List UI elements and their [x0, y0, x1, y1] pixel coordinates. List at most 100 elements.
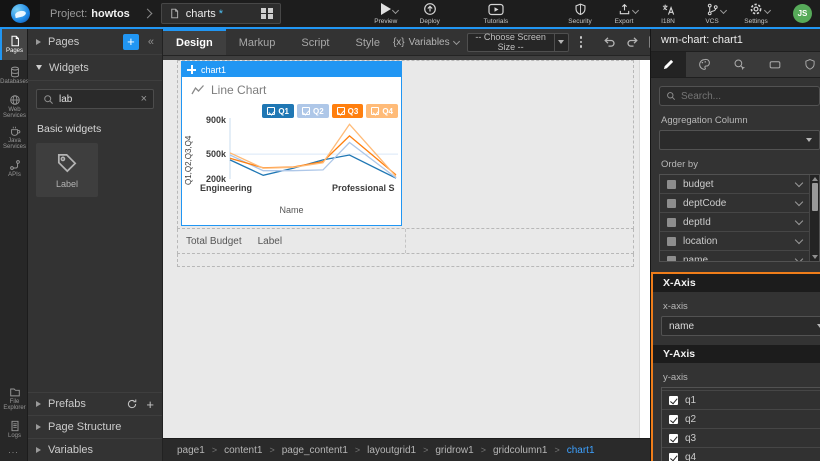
rail-item-databases[interactable]: Databases: [0, 60, 29, 91]
checkbox-unchecked[interactable]: [667, 236, 676, 246]
deploy-button[interactable]: Deploy: [413, 3, 447, 25]
rail-item-pages[interactable]: Pages: [0, 29, 27, 60]
export-button[interactable]: Export: [607, 3, 641, 25]
tab-events[interactable]: [722, 52, 757, 77]
y-axis-item-q1[interactable]: q1: [662, 391, 820, 410]
chart1-widget-header[interactable]: chart1: [182, 62, 401, 77]
tab-security[interactable]: [793, 52, 820, 77]
x-axis-section-header[interactable]: X-Axis: [653, 274, 820, 292]
checkbox-unchecked[interactable]: [667, 198, 676, 208]
refresh-icon[interactable]: [126, 398, 138, 410]
grid-row-2[interactable]: Total Budget Label: [177, 229, 634, 254]
order-by-list[interactable]: budget deptCode deptId location name: [659, 174, 820, 262]
prefabs-section-header[interactable]: Prefabs +: [28, 392, 162, 415]
y-axis-item-q4[interactable]: q4: [662, 448, 820, 461]
rail-item-apis[interactable]: APIs: [0, 153, 27, 184]
i18n-button[interactable]: I18N: [651, 3, 685, 25]
order-by-item-location[interactable]: location: [660, 232, 809, 251]
label-widget[interactable]: Label: [257, 235, 283, 247]
y-axis-item-q2[interactable]: q2: [662, 410, 820, 429]
aggregation-column-select[interactable]: [659, 130, 820, 150]
crumb-gridcolumn1[interactable]: gridcolumn1: [492, 444, 548, 456]
crumb-chart1[interactable]: chart1: [566, 444, 595, 456]
legend-q2[interactable]: Q2: [296, 104, 329, 118]
checkbox-checked[interactable]: [669, 452, 678, 461]
security-button[interactable]: Security: [563, 3, 597, 25]
total-budget-label[interactable]: Total Budget: [186, 235, 242, 247]
grid-cell-empty[interactable]: [406, 229, 634, 253]
chevron-down-icon: [391, 6, 399, 14]
user-avatar[interactable]: JS: [793, 4, 812, 23]
property-search[interactable]: [659, 86, 820, 106]
clear-search-icon[interactable]: ×: [140, 93, 147, 105]
checkbox-unchecked[interactable]: [667, 217, 676, 227]
rail-item-logs[interactable]: Logs: [0, 414, 27, 445]
order-by-item-deptid[interactable]: deptId: [660, 213, 809, 232]
widget-search[interactable]: ×: [36, 89, 154, 109]
scroll-thumb[interactable]: [811, 183, 818, 211]
legend-q4[interactable]: Q4: [366, 104, 398, 118]
order-by-item-budget[interactable]: budget: [660, 175, 809, 194]
vcs-button[interactable]: VCS: [695, 3, 729, 25]
order-by-item-name[interactable]: name: [660, 251, 809, 261]
crumb-layoutgrid1[interactable]: layoutgrid1: [367, 444, 417, 456]
chart1-widget[interactable]: chart1 Line Chart Q1 Q2 Q3 Q4: [181, 61, 402, 226]
grid-cell-labels[interactable]: Total Budget Label: [178, 229, 406, 253]
tutorials-button[interactable]: Tutorials: [479, 3, 513, 25]
grid-row-3[interactable]: [177, 254, 634, 267]
page-structure-section-header[interactable]: Page Structure: [28, 415, 162, 438]
add-page-button[interactable]: +: [122, 33, 139, 50]
tab-script[interactable]: Script: [301, 37, 330, 49]
page-tab-charts[interactable]: charts *: [160, 3, 281, 24]
crumb-page1[interactable]: page1: [177, 444, 205, 456]
y-axis-item-q3[interactable]: q3: [662, 429, 820, 448]
scroll-up-icon[interactable]: [812, 177, 818, 181]
tab-design[interactable]: Design: [163, 29, 226, 55]
settings-button[interactable]: Settings: [739, 3, 773, 25]
rail-item-java-services[interactable]: Java Services: [0, 122, 27, 153]
tab-style[interactable]: Style: [355, 37, 380, 49]
variables-section-header[interactable]: Variables: [28, 438, 162, 461]
checkbox-unchecked[interactable]: [667, 179, 676, 189]
more-options-menu[interactable]: [577, 36, 586, 48]
layout-grid[interactable]: chart1 Line Chart Q1 Q2 Q3 Q4: [177, 60, 634, 267]
wavemaker-logo[interactable]: [0, 0, 40, 27]
crumb-content1[interactable]: content1: [224, 444, 263, 456]
add-prefab-button[interactable]: +: [146, 396, 154, 412]
checkbox-checked[interactable]: [669, 414, 678, 424]
collapse-panel-button[interactable]: «: [147, 35, 154, 48]
crumb-page-content1[interactable]: page_content1: [281, 444, 348, 456]
undo-button[interactable]: [602, 35, 617, 49]
label-widget-tile[interactable]: Label: [36, 143, 98, 197]
legend-q1[interactable]: Q1: [262, 104, 294, 118]
more-menu[interactable]: ...: [8, 445, 19, 455]
order-by-item-deptcode[interactable]: deptCode: [660, 194, 809, 213]
preview-button[interactable]: Preview: [369, 3, 403, 25]
pages-section-header[interactable]: Pages + «: [28, 29, 162, 55]
checkbox-checked[interactable]: [669, 433, 678, 443]
rail-item-web-services[interactable]: Web Services: [0, 91, 27, 122]
tab-styles[interactable]: [686, 52, 721, 77]
widget-search-input[interactable]: [59, 93, 136, 105]
widgets-section-header[interactable]: Widgets: [28, 55, 162, 81]
legend-q3[interactable]: Q3: [331, 104, 364, 118]
property-search-input[interactable]: [681, 90, 813, 102]
rail-item-file-explorer[interactable]: File Explorer: [0, 383, 27, 414]
tab-properties[interactable]: [651, 52, 687, 77]
scroll-down-icon[interactable]: [812, 255, 818, 259]
list-scrollbar[interactable]: [809, 175, 819, 261]
design-canvas[interactable]: chart1 Line Chart Q1 Q2 Q3 Q4: [163, 56, 650, 438]
redo-button[interactable]: [625, 35, 640, 49]
checkbox-unchecked[interactable]: [667, 255, 676, 261]
y-axis-list[interactable]: q1 q2 q3 q4: [661, 387, 820, 461]
checkbox-checked[interactable]: [669, 395, 678, 405]
screen-size-select[interactable]: -- Choose Screen Size --: [466, 32, 569, 52]
variables-menu[interactable]: {x} Variables: [393, 37, 460, 48]
grid-cell-chart[interactable]: chart1 Line Chart Q1 Q2 Q3 Q4: [177, 60, 634, 229]
y-axis-section-header[interactable]: Y-Axis: [653, 345, 820, 363]
tab-device[interactable]: [757, 52, 792, 77]
tab-markup[interactable]: Markup: [238, 37, 276, 49]
x-axis-select[interactable]: name: [661, 316, 820, 336]
grid-view-icon[interactable]: [261, 7, 273, 20]
crumb-gridrow1[interactable]: gridrow1: [435, 444, 474, 456]
